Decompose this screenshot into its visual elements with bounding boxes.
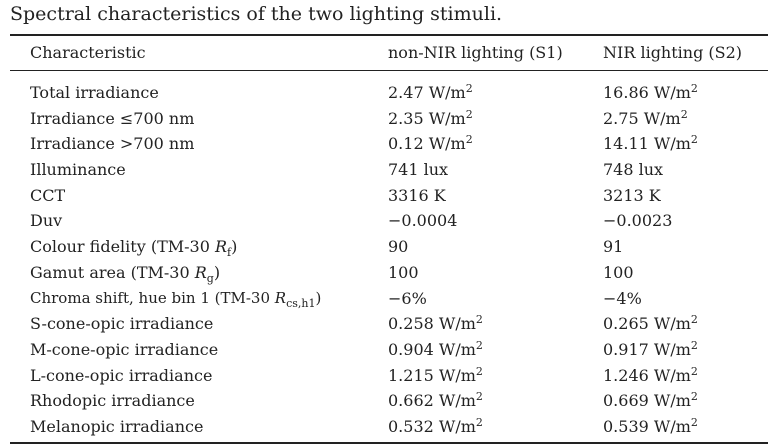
- row-value-s2: 0.539 W/m2: [603, 415, 698, 436]
- row-value-s1: 0.532 W/m2: [388, 415, 483, 436]
- table-row: Duv −0.0004 −0.0023: [0, 208, 780, 234]
- table-header-row: Characteristic non-NIR lighting (S1) NIR…: [0, 42, 780, 64]
- row-value-s1: 0.258 W/m2: [388, 313, 483, 334]
- table-bottom-rule: [10, 442, 768, 444]
- row-value-s1: −0.0004: [388, 211, 458, 231]
- row-label: Total irradiance: [30, 83, 159, 102]
- row-label: CCT: [30, 185, 66, 205]
- row-value-s2: −4%: [603, 288, 642, 308]
- row-label: Chroma shift, hue bin 1 (TM-30 Rcs,h1): [30, 288, 322, 310]
- row-value-s2: 14.11 W/m2: [603, 133, 698, 154]
- row-value-s1: 0.904 W/m2: [388, 338, 483, 359]
- table-row: M-cone-opic irradiance 0.904 W/m2 0.917 …: [0, 337, 780, 363]
- row-value-s1: 1.215 W/m2: [388, 364, 483, 385]
- row-value-s2: 16.86 W/m2: [603, 82, 698, 102]
- row-value-s1: 2.35 W/m2: [388, 107, 473, 128]
- table-row: S-cone-opic irradiance 0.258 W/m2 0.265 …: [0, 311, 780, 337]
- header-s2: NIR lighting (S2): [603, 43, 743, 62]
- row-value-s2: 100: [603, 262, 634, 282]
- header-characteristic: Characteristic: [30, 43, 146, 62]
- row-label: Irradiance >700 nm: [30, 134, 195, 154]
- row-value-s1: 2.47 W/m2: [388, 82, 473, 102]
- row-value-s2: −0.0023: [603, 211, 673, 231]
- row-value-s2: 1.246 W/m2: [603, 364, 698, 385]
- row-value-s2: 91: [603, 237, 624, 257]
- row-label: L-cone-opic irradiance: [30, 365, 213, 385]
- row-label: Rhodopic irradiance: [30, 391, 195, 411]
- table-row: Melanopic irradiance 0.532 W/m2 0.539 W/…: [0, 414, 780, 440]
- row-value-s2: 0.669 W/m2: [603, 390, 698, 411]
- row-value-s1: 3316 K: [388, 185, 446, 205]
- table-row: Chroma shift, hue bin 1 (TM-30 Rcs,h1) −…: [0, 286, 780, 312]
- row-value-s2: 0.917 W/m2: [603, 338, 698, 359]
- row-label: Gamut area (TM-30 Rg): [30, 262, 221, 285]
- row-label: M-cone-opic irradiance: [30, 339, 219, 359]
- row-value-s1: 0.12 W/m2: [388, 133, 473, 154]
- row-value-s2: 3213 K: [603, 185, 661, 205]
- row-value-s2: 2.75 W/m2: [603, 107, 688, 128]
- table-row: Total irradiance 2.47 W/m2 16.86 W/m2: [0, 80, 780, 106]
- table-row: Irradiance ≤700 nm 2.35 W/m2 2.75 W/m2: [0, 106, 780, 132]
- row-label: Irradiance ≤700 nm: [30, 108, 195, 128]
- row-label: Duv: [30, 211, 63, 231]
- table-header-rule: [10, 70, 768, 71]
- row-value-s2: 748 lux: [603, 160, 664, 180]
- table-row: CCT 3316 K 3213 K: [0, 183, 780, 209]
- table-caption: Spectral characteristics of the two ligh…: [10, 3, 503, 25]
- row-value-s2: 0.265 W/m2: [603, 313, 698, 334]
- row-value-s1: 0.662 W/m2: [388, 390, 483, 411]
- row-value-s1: −6%: [388, 288, 427, 308]
- row-label: Illuminance: [30, 160, 126, 180]
- row-label: Colour fidelity (TM-30 Rf): [30, 237, 238, 260]
- table-row: L-cone-opic irradiance 1.215 W/m2 1.246 …: [0, 363, 780, 389]
- table-row: Gamut area (TM-30 Rg) 100 100: [0, 260, 780, 286]
- row-value-s1: 100: [388, 262, 419, 282]
- table-top-rule: [10, 34, 768, 36]
- table-row: Illuminance 741 lux 748 lux: [0, 157, 780, 183]
- row-value-s1: 741 lux: [388, 160, 449, 180]
- table-row: Rhodopic irradiance 0.662 W/m2 0.669 W/m…: [0, 388, 780, 414]
- table-row: Colour fidelity (TM-30 Rf) 90 91: [0, 234, 780, 260]
- table-row: Irradiance >700 nm 0.12 W/m2 14.11 W/m2: [0, 131, 780, 157]
- table-body: Total irradiance 2.47 W/m2 16.86 W/m2 Ir…: [0, 80, 780, 440]
- row-label: S-cone-opic irradiance: [30, 314, 214, 334]
- row-value-s1: 90: [388, 237, 409, 257]
- header-s1: non-NIR lighting (S1): [388, 43, 563, 62]
- row-label: Melanopic irradiance: [30, 416, 204, 436]
